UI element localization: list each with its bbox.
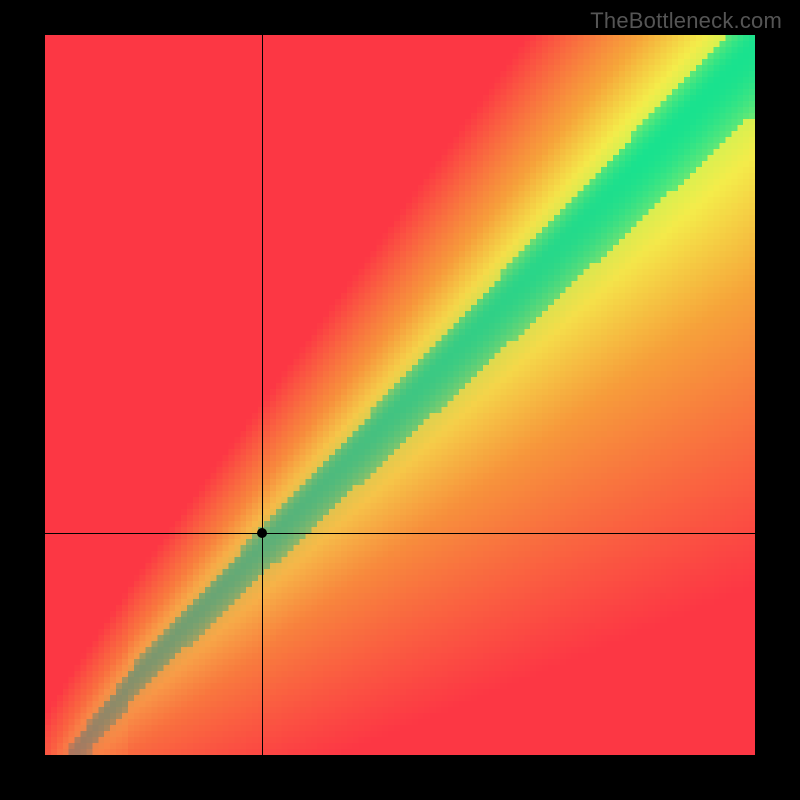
crosshair-vertical (262, 35, 263, 755)
heatmap-canvas (45, 35, 755, 755)
heatmap-plot (45, 35, 755, 755)
crosshair-horizontal (45, 533, 755, 534)
watermark-text: TheBottleneck.com (590, 8, 782, 34)
marker-dot (257, 528, 267, 538)
chart-frame: TheBottleneck.com (0, 0, 800, 800)
